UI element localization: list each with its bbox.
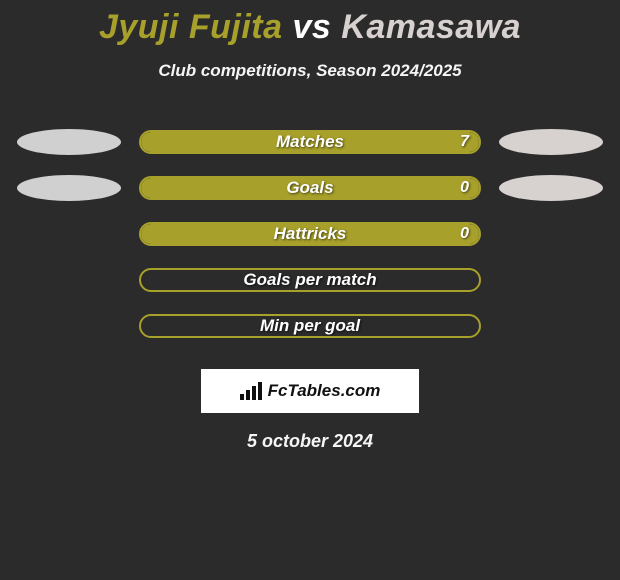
stat-label: Goals per match bbox=[141, 270, 479, 290]
left-oval bbox=[17, 129, 121, 155]
subtitle: Club competitions, Season 2024/2025 bbox=[0, 61, 620, 81]
stat-value: 0 bbox=[460, 179, 469, 197]
stat-value: 0 bbox=[460, 225, 469, 243]
stat-row: Goals per match bbox=[0, 257, 620, 303]
source-badge-text: FcTables.com bbox=[268, 381, 381, 401]
left-oval bbox=[17, 175, 121, 201]
stat-value: 7 bbox=[460, 133, 469, 151]
stat-bar: Min per goal bbox=[139, 314, 481, 338]
date-text: 5 october 2024 bbox=[0, 431, 620, 452]
stat-row: Min per goal bbox=[0, 303, 620, 349]
stat-row: Hattricks0 bbox=[0, 211, 620, 257]
vs-separator: vs bbox=[292, 8, 331, 46]
stats-rows: Matches7Goals0Hattricks0Goals per matchM… bbox=[0, 119, 620, 349]
right-oval bbox=[499, 129, 603, 155]
stat-bar: Hattricks0 bbox=[139, 222, 481, 246]
player-a-name: Jyuji Fujita bbox=[99, 8, 283, 46]
stat-row: Goals0 bbox=[0, 165, 620, 211]
chart-icon bbox=[240, 382, 262, 400]
stat-label: Min per goal bbox=[141, 316, 479, 336]
page-title: Jyuji Fujita vs Kamasawa bbox=[0, 0, 620, 47]
stat-row: Matches7 bbox=[0, 119, 620, 165]
stat-bar: Goals0 bbox=[139, 176, 481, 200]
right-oval bbox=[499, 175, 603, 201]
stat-bar: Matches7 bbox=[139, 130, 481, 154]
source-badge[interactable]: FcTables.com bbox=[201, 369, 419, 413]
stat-label: Goals bbox=[141, 178, 479, 198]
player-b-name: Kamasawa bbox=[341, 8, 521, 46]
stat-label: Hattricks bbox=[141, 224, 479, 244]
stat-label: Matches bbox=[141, 132, 479, 152]
stat-bar: Goals per match bbox=[139, 268, 481, 292]
